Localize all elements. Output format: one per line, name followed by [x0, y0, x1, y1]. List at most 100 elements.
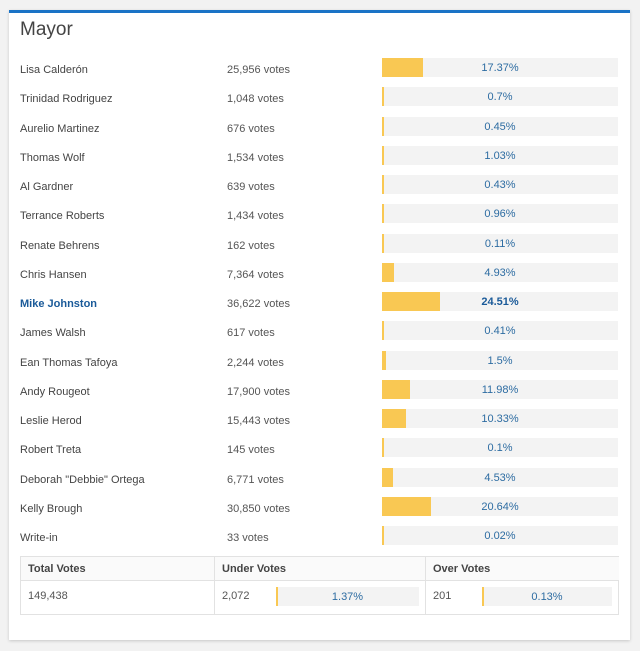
candidate-name: Al Gardner — [20, 181, 74, 193]
candidate-row: Write-in 33 votes 0.02% — [9, 526, 630, 551]
candidate-votes: 617 votes — [227, 327, 275, 340]
total-votes-header: Total Votes — [21, 557, 214, 581]
candidate-votes: 6,771 votes — [227, 473, 284, 486]
candidate-percent-bar-fill — [382, 467, 393, 487]
candidate-name: Write-in — [20, 532, 58, 544]
candidate-percent-bar: 0.96% — [382, 204, 618, 224]
candidate-percent-bar: 20.64% — [382, 496, 618, 516]
candidate-percent-bar-fill — [382, 292, 440, 311]
under-votes-column: Under Votes 2,072 1.37% — [215, 557, 426, 614]
candidate-percent-bar-fill — [382, 262, 394, 282]
candidate-percent-bar-fill — [382, 409, 407, 428]
candidate-percent: 17.37% — [481, 62, 519, 74]
candidate-votes: 2,244 votes — [227, 356, 284, 369]
candidate-row: Robert Treta 145 votes 0.1% — [9, 438, 630, 463]
candidate-row: Renate Behrens 162 votes 0.11% — [9, 233, 630, 259]
vote-summary-table: Total Votes 149,438 Under Votes 2,072 1.… — [20, 556, 619, 615]
candidate-votes: 17,900 votes — [227, 385, 290, 398]
candidate-percent-bar: 0.11% — [382, 233, 618, 253]
candidate-name: James Walsh — [20, 327, 86, 340]
candidate-percent-bar: 10.33% — [382, 409, 618, 428]
candidate-name: Thomas Wolf — [20, 151, 85, 164]
candidate-percent: 0.96% — [484, 208, 516, 221]
candidate-percent-bar: 0.7% — [382, 87, 618, 107]
candidate-row: Deborah "Debbie" Ortega 6,771 votes 4.53% — [9, 467, 630, 493]
candidate-votes: 1,434 votes — [227, 210, 284, 223]
candidate-percent: 0.45% — [484, 120, 516, 133]
candidate-percent: 0.11% — [484, 237, 516, 250]
candidate-percent-bar: 1.5% — [382, 350, 618, 370]
candidate-votes: 1,048 votes — [227, 93, 284, 106]
candidate-percent-bar: 1.03% — [382, 145, 618, 165]
candidate-percent-bar-fill — [382, 145, 385, 165]
candidate-percent-bar: 0.43% — [382, 175, 618, 194]
candidate-percent-bar-fill — [382, 350, 386, 370]
candidate-votes: 162 votes — [227, 239, 275, 252]
candidate-votes: 639 votes — [227, 181, 275, 193]
over-votes-value: 201 — [433, 590, 452, 602]
candidate-row: Al Gardner 639 votes 0.43% — [9, 175, 630, 200]
total-votes-value: 149,438 — [28, 590, 68, 602]
candidate-percent-bar: 4.53% — [382, 467, 618, 487]
candidate-percent: 0.43% — [484, 179, 516, 191]
candidate-percent: 4.93% — [484, 266, 516, 279]
candidate-row: Thomas Wolf 1,534 votes 1.03% — [9, 145, 630, 171]
candidate-votes: 25,956 votes — [227, 64, 290, 76]
candidate-name: Terrance Roberts — [20, 210, 105, 223]
candidate-name: Andy Rougeot — [20, 385, 90, 398]
candidate-row: Chris Hansen 7,364 votes 4.93% — [9, 262, 630, 288]
candidate-row: Mike Johnston 36,622 votes 24.51% — [9, 292, 630, 317]
candidate-name: Aurelio Martinez — [20, 122, 100, 135]
total-votes-column: Total Votes 149,438 — [21, 557, 215, 614]
candidate-row: Leslie Herod 15,443 votes 10.33% — [9, 409, 630, 434]
candidate-name: Ean Thomas Tafoya — [20, 356, 118, 369]
over-votes-column: Over Votes 201 0.13% — [426, 557, 619, 614]
candidate-percent-bar: 0.02% — [382, 526, 618, 545]
candidate-name: Deborah "Debbie" Ortega — [20, 473, 145, 486]
candidate-row: Aurelio Martinez 676 votes 0.45% — [9, 116, 630, 142]
candidate-percent-bar: 17.37% — [382, 58, 618, 77]
candidate-percent-bar: 0.1% — [382, 438, 618, 458]
candidate-votes: 36,622 votes — [227, 298, 290, 310]
candidate-percent-bar: 24.51% — [382, 292, 618, 311]
candidate-percent-bar-fill — [382, 116, 384, 136]
candidate-percent-bar-fill — [382, 175, 384, 194]
candidate-percent-bar-fill — [382, 204, 385, 224]
candidate-votes: 15,443 votes — [227, 415, 290, 427]
race-title: Mayor — [20, 19, 73, 40]
candidate-percent-bar-fill — [382, 58, 423, 77]
candidate-votes: 1,534 votes — [227, 151, 284, 164]
candidate-percent: 0.02% — [484, 530, 516, 542]
under-votes-header: Under Votes — [215, 557, 425, 581]
mayor-results-card: Mayor Lisa Calderón 25,956 votes 17.37% Tri… — [9, 10, 630, 640]
candidate-percent: 11.98% — [481, 383, 519, 396]
candidate-percent-bar: 4.93% — [382, 262, 618, 282]
candidate-row: Andy Rougeot 17,900 votes 11.98% — [9, 379, 630, 405]
candidate-percent-bar-fill — [382, 233, 384, 253]
candidate-votes: 676 votes — [227, 122, 275, 135]
candidate-row: Terrance Roberts 1,434 votes 0.96% — [9, 204, 630, 229]
candidate-votes: 30,850 votes — [227, 502, 290, 515]
under-votes-bar-fill — [276, 587, 278, 606]
over-votes-header: Over Votes — [426, 557, 619, 581]
candidate-votes: 7,364 votes — [227, 268, 284, 281]
candidate-row: Trinidad Rodriguez 1,048 votes 0.7% — [9, 87, 630, 112]
candidate-name: Robert Treta — [20, 444, 82, 457]
candidate-row: Kelly Brough 30,850 votes 20.64% — [9, 496, 630, 522]
candidate-name: Lisa Calderón — [20, 64, 88, 76]
under-votes-value: 2,072 — [222, 590, 250, 602]
over-votes-bar: 0.13% — [482, 587, 612, 606]
candidate-row: Lisa Calderón 25,956 votes 17.37% — [9, 58, 630, 83]
candidate-percent-bar-fill — [382, 379, 411, 399]
candidate-name: Trinidad Rodriguez — [20, 93, 113, 106]
candidate-percent: 1.03% — [484, 149, 516, 162]
candidate-name: Renate Behrens — [20, 239, 100, 252]
candidate-name: Leslie Herod — [20, 415, 82, 427]
candidate-name: Kelly Brough — [20, 502, 83, 515]
under-votes-percent: 1.37% — [331, 591, 364, 603]
candidate-percent-bar: 0.45% — [382, 116, 618, 136]
candidate-name: Chris Hansen — [20, 268, 87, 281]
candidate-percent-bar-fill — [382, 526, 384, 545]
candidate-name: Mike Johnston — [20, 298, 98, 310]
candidate-row: James Walsh 617 votes 0.41% — [9, 321, 630, 346]
